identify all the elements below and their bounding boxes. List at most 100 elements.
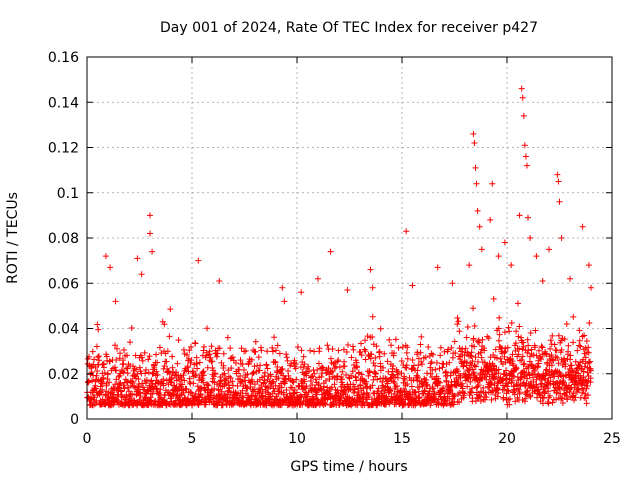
data-point: [506, 395, 513, 402]
data-point: [581, 363, 588, 370]
data-point: [414, 367, 421, 374]
data-point: [271, 334, 278, 341]
data-point: [336, 364, 343, 371]
chart-title: Day 001 of 2024, Rate Of TEC Index for r…: [160, 20, 538, 36]
data-point: [263, 384, 270, 391]
data-point: [227, 345, 234, 352]
data-point: [209, 358, 216, 365]
data-point: [113, 367, 120, 374]
data-point: [582, 390, 589, 397]
data-point: [264, 365, 271, 372]
data-point: [174, 387, 181, 394]
data-point: [381, 350, 388, 357]
data-point: [544, 379, 551, 386]
data-point: [117, 350, 124, 357]
data-point: [93, 343, 100, 350]
data-point: [95, 326, 102, 333]
data-point: [391, 350, 398, 357]
data-point: [560, 379, 567, 386]
data-point: [582, 360, 589, 367]
data-point: [393, 382, 400, 389]
data-point: [436, 365, 443, 372]
data-point: [492, 346, 499, 353]
data-point: [424, 381, 431, 388]
data-point: [112, 342, 119, 349]
data-point: [226, 384, 233, 391]
data-point: [383, 401, 390, 408]
data-point: [206, 348, 213, 355]
data-point: [271, 358, 278, 365]
data-point: [470, 335, 477, 342]
data-point: [576, 327, 583, 334]
data-point: [147, 394, 154, 401]
data-point: [94, 367, 101, 374]
data-point: [198, 385, 205, 392]
data-point: [372, 354, 379, 361]
data-point: [149, 390, 156, 397]
data-point: [540, 400, 547, 407]
data-point: [483, 376, 490, 383]
data-point: [518, 374, 525, 381]
data-point: [509, 377, 516, 384]
data-point: [392, 336, 399, 343]
data-point: [437, 352, 444, 359]
data-point: [270, 379, 277, 386]
data-point: [369, 382, 376, 389]
data-point: [327, 248, 334, 255]
data-point: [245, 361, 252, 368]
data-point: [175, 372, 182, 379]
data-point: [471, 362, 478, 369]
data-point: [367, 266, 374, 273]
data-point: [584, 369, 591, 376]
data-point: [100, 374, 107, 381]
data-point: [169, 353, 176, 360]
data-point: [123, 393, 130, 400]
data-point: [175, 337, 182, 344]
x-tick-label: 25: [603, 431, 621, 447]
data-point: [521, 142, 528, 149]
data-point: [498, 376, 505, 383]
data-point: [456, 345, 463, 352]
data-point: [440, 384, 447, 391]
data-point: [446, 359, 453, 366]
y-tick-label: 0: [70, 412, 79, 428]
data-point: [505, 324, 512, 331]
data-point: [579, 223, 586, 230]
data-point: [465, 367, 472, 374]
data-point: [184, 363, 191, 370]
data-point: [470, 130, 477, 137]
data-point: [181, 377, 188, 384]
data-point: [505, 388, 512, 395]
data-point: [447, 387, 454, 394]
data-point: [542, 367, 549, 374]
x-tick-label: 10: [288, 431, 306, 447]
data-point: [416, 394, 423, 401]
data-point: [161, 362, 168, 369]
data-point: [142, 380, 149, 387]
data-point: [538, 380, 545, 387]
data-point: [549, 332, 556, 339]
data-point: [491, 370, 498, 377]
data-point: [486, 384, 493, 391]
data-point: [186, 347, 193, 354]
data-point: [502, 348, 509, 355]
data-point: [294, 343, 301, 350]
data-point: [524, 387, 531, 394]
data-point: [497, 355, 504, 362]
data-point: [520, 343, 527, 350]
data-point: [206, 399, 213, 406]
data-point: [264, 348, 271, 355]
data-point: [200, 343, 207, 350]
y-axis-label: ROTI / TECUs: [5, 192, 21, 284]
data-point: [514, 300, 521, 307]
data-point: [459, 346, 466, 353]
data-point: [541, 375, 548, 382]
data-point: [101, 369, 108, 376]
data-point: [194, 365, 201, 372]
data-point: [331, 359, 338, 366]
data-point: [516, 212, 523, 219]
data-point: [386, 336, 393, 343]
x-tick-label: 0: [83, 431, 92, 447]
data-point: [190, 368, 197, 375]
